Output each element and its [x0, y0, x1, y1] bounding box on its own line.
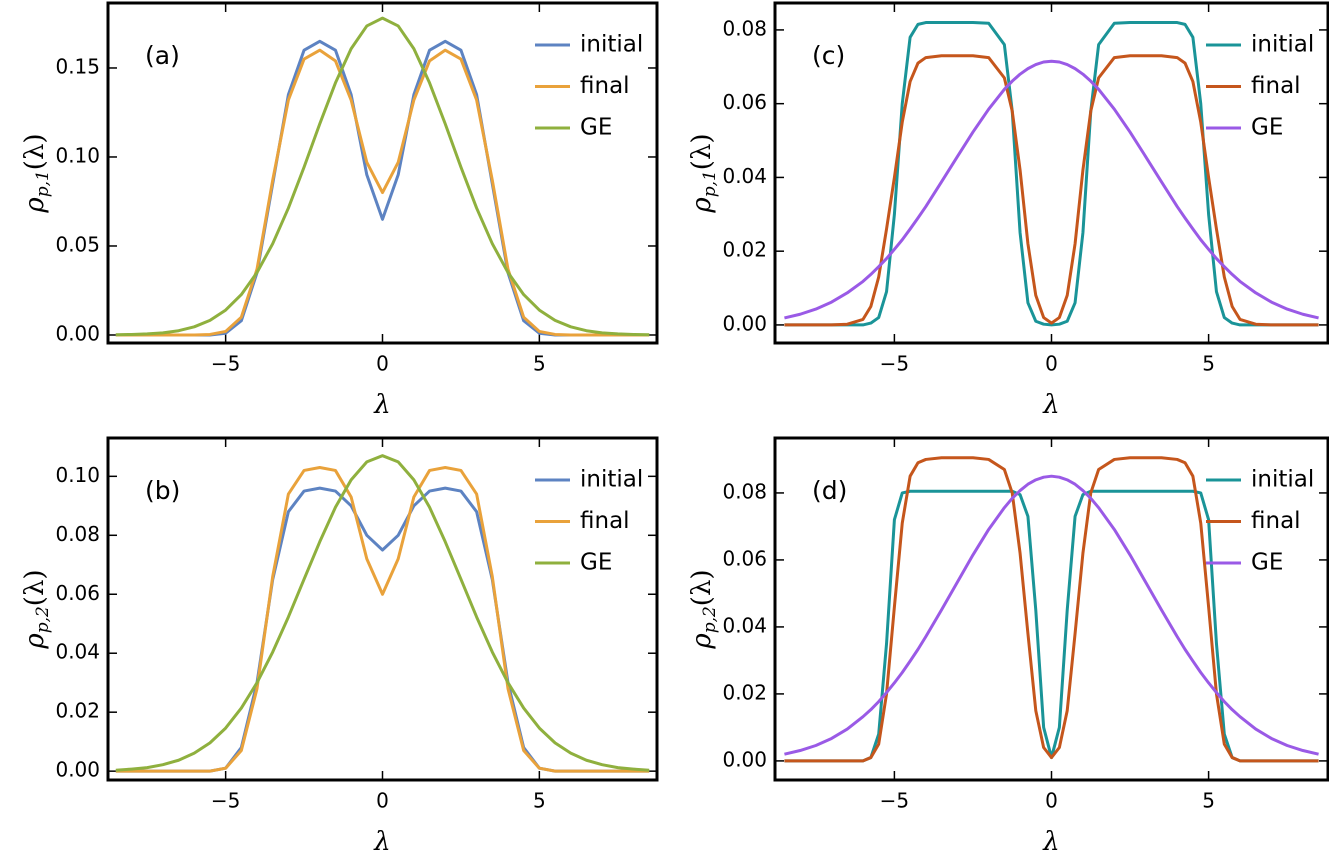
legend-label: initial [580, 32, 643, 58]
y-tick-label: 0.08 [722, 479, 767, 503]
x-tick-label: −5 [211, 789, 240, 813]
y-tick-label: 0.10 [55, 143, 100, 167]
data-line [784, 474, 1319, 756]
legend-label: GE [580, 115, 612, 141]
y-tick-label: 0.06 [55, 581, 100, 605]
y-tick-label: 0.02 [55, 699, 100, 723]
y-label-argument: (λ) [20, 133, 50, 170]
x-tick-label: 5 [533, 352, 546, 376]
y-label-subscript: p,1 [33, 170, 53, 197]
y-axis-label: ρp,1(λ) [20, 133, 53, 213]
data-line [784, 21, 1319, 327]
y-tick-label: 0.00 [722, 311, 767, 335]
plot-area [115, 454, 650, 773]
y-label-argument: (λ) [20, 569, 50, 606]
data-line [115, 465, 650, 773]
panel-label: (c) [812, 41, 845, 70]
y-tick-label: 0.08 [55, 522, 100, 546]
legend-label: final [580, 508, 630, 534]
panel-label: (b) [145, 476, 180, 505]
data-line [115, 48, 650, 337]
y-axis-label: ρp,1(λ) [687, 133, 720, 213]
y-axis-label: ρp,2(λ) [687, 569, 720, 649]
y-tick-label: 0.06 [722, 90, 767, 114]
plot-area [784, 456, 1319, 763]
y-label-argument: (λ) [687, 569, 717, 606]
x-tick-label: −5 [880, 789, 909, 813]
plot-frame [106, 436, 659, 782]
x-tick-label: 0 [1045, 789, 1058, 813]
legend-label: initial [1251, 467, 1314, 493]
legend-label: final [1251, 508, 1301, 534]
x-tick-label: 0 [376, 789, 389, 813]
y-label-subscript: p,1 [700, 170, 720, 197]
x-axis-label: λ [1042, 390, 1059, 420]
legend-label: initial [580, 467, 643, 493]
data-line [115, 454, 650, 772]
plot-area [115, 16, 650, 337]
y-tick-label: 0.04 [55, 640, 100, 664]
x-axis-label: λ [373, 390, 390, 420]
legend-label: final [1251, 73, 1301, 99]
y-tick-label: 0.10 [55, 463, 100, 487]
data-line [115, 486, 650, 773]
data-line [784, 59, 1319, 320]
y-tick-label: 0.04 [722, 613, 767, 637]
legend-label: GE [1251, 115, 1283, 141]
plot-frame [773, 1, 1329, 345]
y-tick-label: 0.00 [55, 321, 100, 345]
y-tick-label: 0.05 [55, 232, 100, 256]
x-tick-label: 0 [376, 352, 389, 376]
panel: −5 0 5 0.00 0.05 0.10 0.15 initial final GE (a) λ ρp… [20, 1, 659, 420]
x-tick-label: 5 [1202, 352, 1215, 376]
y-label-base: ρ [687, 633, 717, 650]
data-line [784, 54, 1319, 327]
legend-label: GE [1251, 550, 1283, 576]
y-label-base: ρ [20, 633, 50, 650]
y-tick-label: 0.06 [722, 546, 767, 570]
plot-frame [106, 1, 659, 345]
y-tick-label: 0.02 [722, 238, 767, 262]
y-tick-label: 0.04 [722, 164, 767, 188]
x-tick-label: 0 [1045, 352, 1058, 376]
x-tick-label: 5 [1202, 789, 1215, 813]
panel: −5 0 5 0.00 0.02 0.04 0.06 0.08 initial final GE (c… [687, 1, 1329, 420]
y-label-argument: (λ) [687, 133, 717, 170]
panel-label: (a) [145, 41, 180, 70]
y-tick-label: 0.08 [722, 16, 767, 40]
plot-frame [773, 436, 1329, 782]
y-label-base: ρ [687, 197, 717, 214]
x-axis-label: λ [1042, 827, 1059, 857]
x-tick-label: 5 [533, 789, 546, 813]
legend-label: final [580, 73, 630, 99]
panel: −5 0 5 0.00 0.02 0.04 0.06 0.08 0.10 initial final… [20, 436, 659, 857]
plot-area [784, 21, 1319, 327]
y-axis-label: ρp,2(λ) [20, 569, 53, 649]
y-label-base: ρ [20, 197, 50, 214]
y-tick-label: 0.15 [55, 54, 100, 78]
y-label-subscript: p,2 [33, 606, 53, 633]
data-line [784, 489, 1319, 763]
x-tick-label: −5 [211, 352, 240, 376]
panel: −5 0 5 0.00 0.02 0.04 0.06 0.08 initial final GE (d… [687, 436, 1329, 857]
y-tick-label: 0.02 [722, 680, 767, 704]
legend-label: initial [1251, 32, 1314, 58]
legend-label: GE [580, 550, 612, 576]
y-tick-label: 0.00 [722, 747, 767, 771]
panel-label: (d) [812, 476, 847, 505]
y-tick-label: 0.00 [55, 758, 100, 782]
data-line [115, 16, 650, 337]
y-label-subscript: p,2 [700, 606, 720, 633]
x-axis-label: λ [373, 827, 390, 857]
x-tick-label: −5 [880, 352, 909, 376]
